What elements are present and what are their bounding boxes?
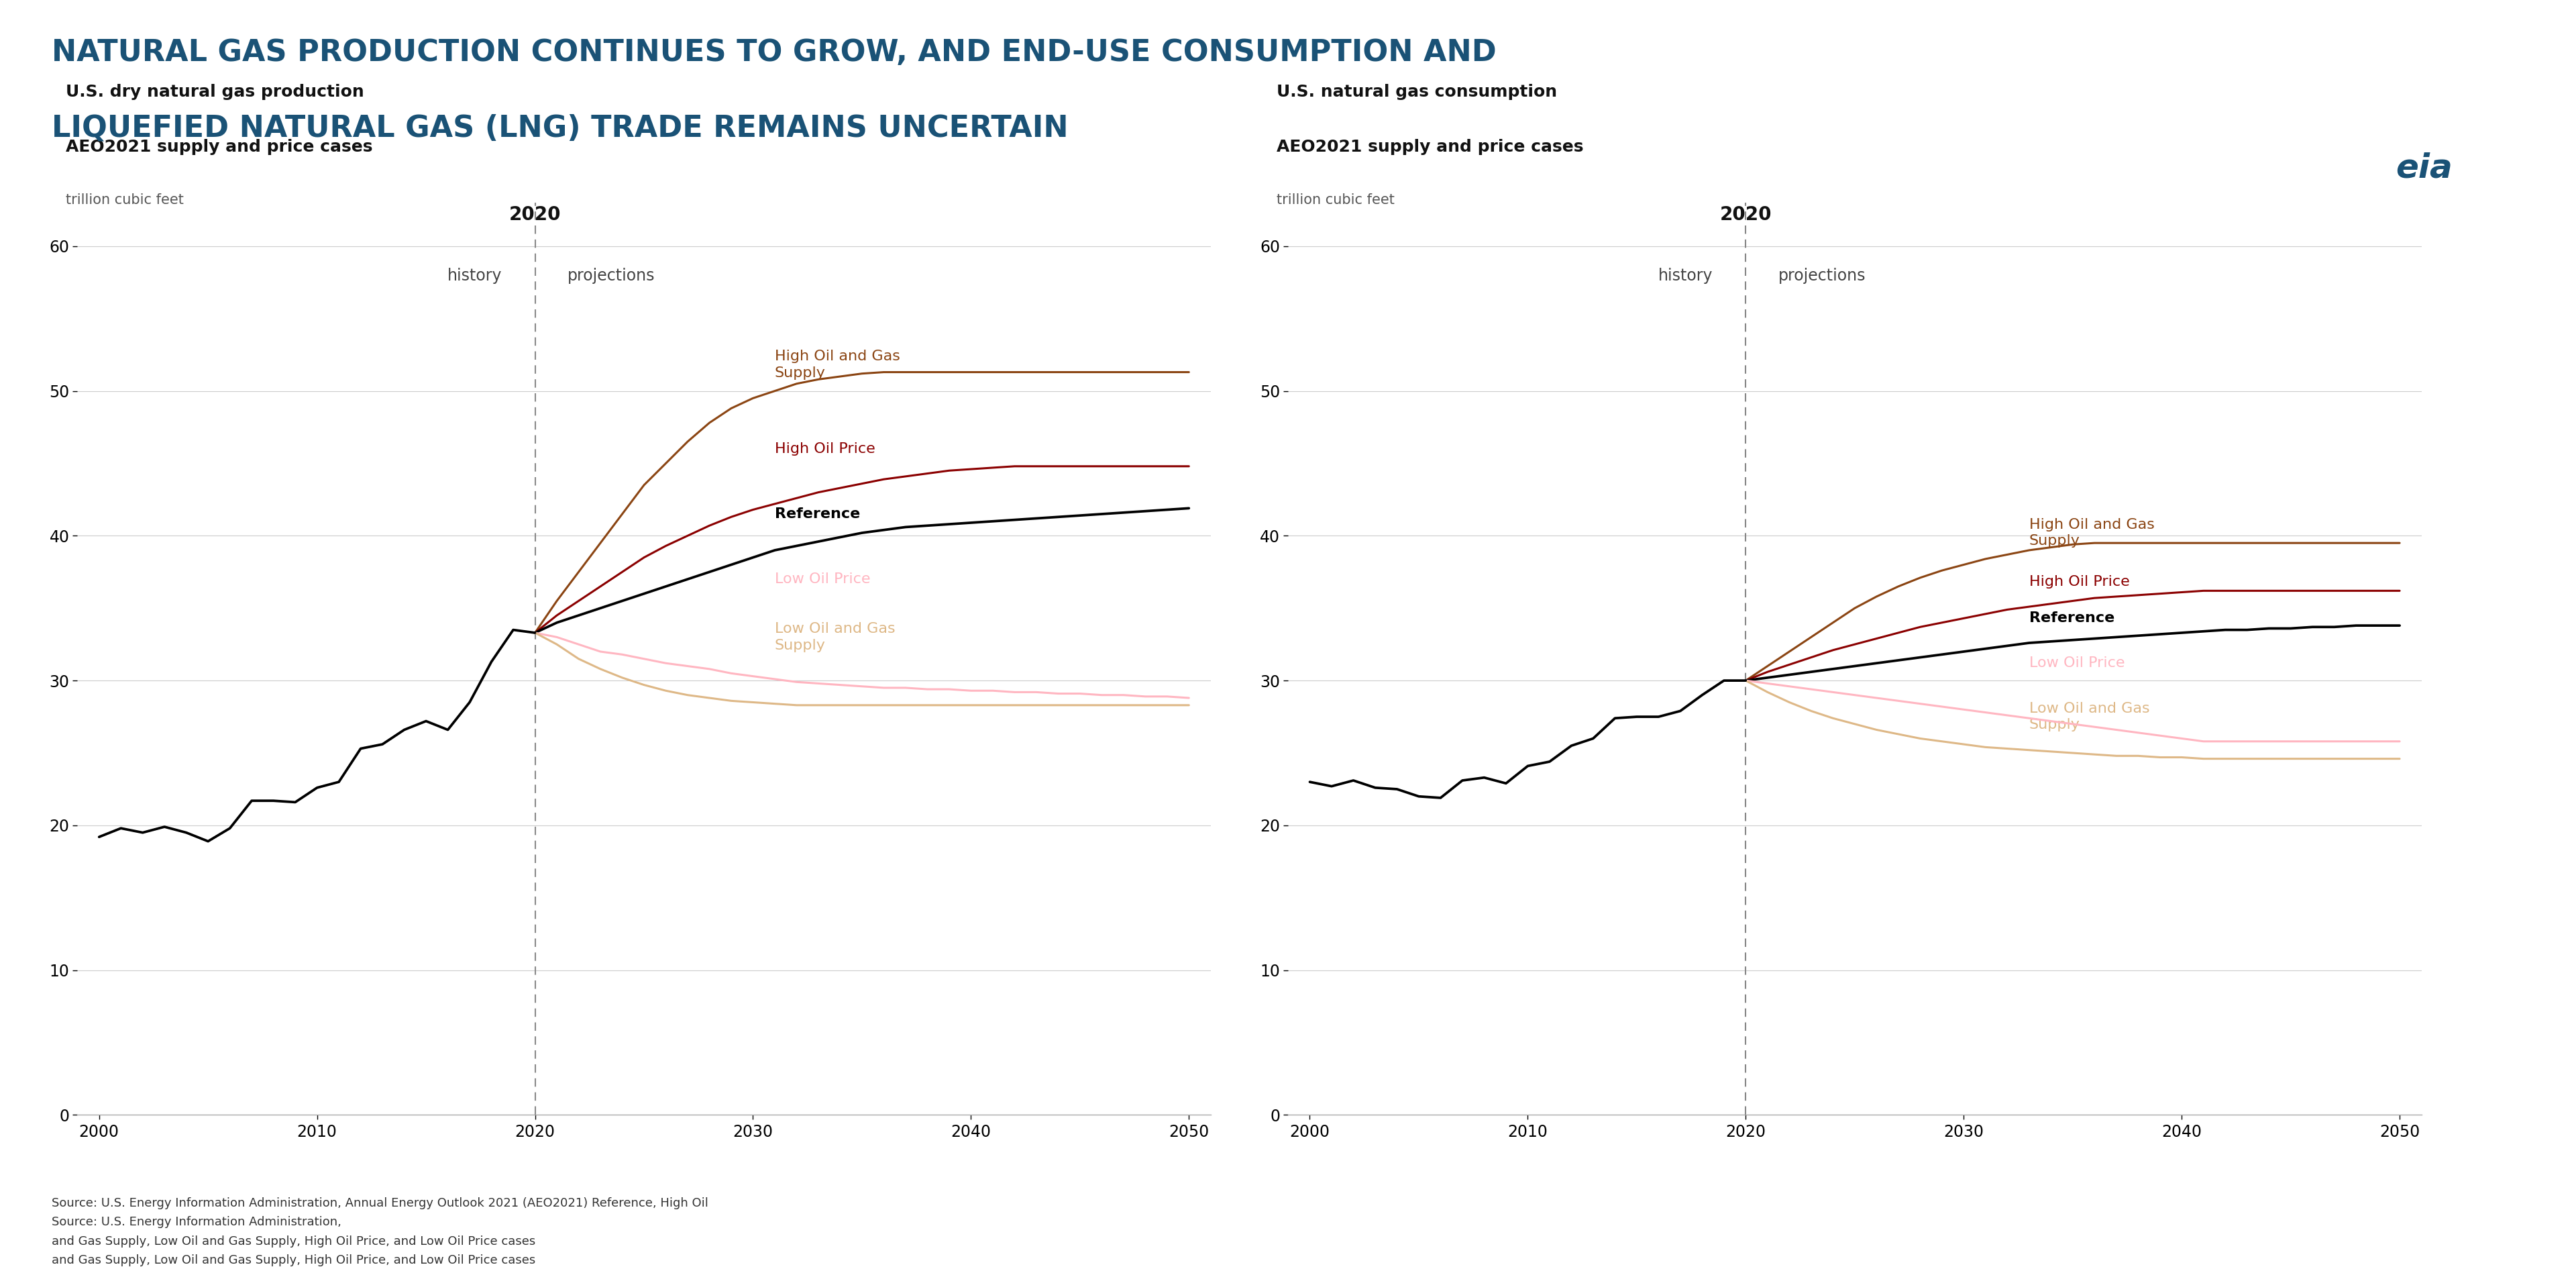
Text: AEO2021 supply and price cases: AEO2021 supply and price cases — [1278, 139, 1584, 155]
Text: High Oil and Gas
Supply: High Oil and Gas Supply — [775, 350, 899, 380]
Text: trillion cubic feet: trillion cubic feet — [67, 194, 183, 207]
Text: and Gas Supply, Low Oil and Gas Supply, High Oil Price, and Low Oil Price cases: and Gas Supply, Low Oil and Gas Supply, … — [52, 1235, 536, 1248]
Text: Low Oil Price: Low Oil Price — [775, 573, 871, 585]
Text: Reference: Reference — [2030, 612, 2115, 625]
Text: eia: eia — [2396, 152, 2452, 184]
Text: U.S. natural gas consumption: U.S. natural gas consumption — [1278, 84, 1556, 100]
Text: NATURAL GAS PRODUCTION CONTINUES TO GROW, AND END-USE CONSUMPTION AND: NATURAL GAS PRODUCTION CONTINUES TO GROW… — [52, 38, 1497, 67]
Text: LIQUEFIED NATURAL GAS (LNG) TRADE REMAINS UNCERTAIN: LIQUEFIED NATURAL GAS (LNG) TRADE REMAIN… — [52, 114, 1069, 143]
Text: AEO2021 supply and price cases: AEO2021 supply and price cases — [67, 139, 374, 155]
Text: 2020: 2020 — [510, 205, 562, 224]
Text: High Oil and Gas
Supply: High Oil and Gas Supply — [2030, 518, 2154, 547]
Text: Low Oil and Gas
Supply: Low Oil and Gas Supply — [775, 622, 896, 653]
Text: trillion cubic feet: trillion cubic feet — [1278, 194, 1394, 207]
Text: Low Oil Price: Low Oil Price — [2030, 656, 2125, 670]
Text: Reference: Reference — [775, 507, 860, 521]
Text: and Gas Supply, Low Oil and Gas Supply, High Oil Price, and Low Oil Price cases: and Gas Supply, Low Oil and Gas Supply, … — [52, 1254, 536, 1267]
Text: U.S. dry natural gas production: U.S. dry natural gas production — [67, 84, 363, 100]
Text: projections: projections — [567, 267, 654, 284]
Text: history: history — [448, 267, 502, 284]
Text: projections: projections — [1777, 267, 1865, 284]
Text: High Oil Price: High Oil Price — [2030, 575, 2130, 589]
Text: Source: U.S. Energy Information Administration, Annual Energy Outlook 2021 (AEO2: Source: U.S. Energy Information Administ… — [52, 1197, 708, 1210]
Text: 2020: 2020 — [1721, 205, 1772, 224]
Text: Source: U.S. Energy Information Administration,: Source: U.S. Energy Information Administ… — [52, 1216, 345, 1229]
Text: Low Oil and Gas
Supply: Low Oil and Gas Supply — [2030, 702, 2148, 732]
Text: history: history — [1659, 267, 1713, 284]
Text: High Oil Price: High Oil Price — [775, 442, 876, 456]
